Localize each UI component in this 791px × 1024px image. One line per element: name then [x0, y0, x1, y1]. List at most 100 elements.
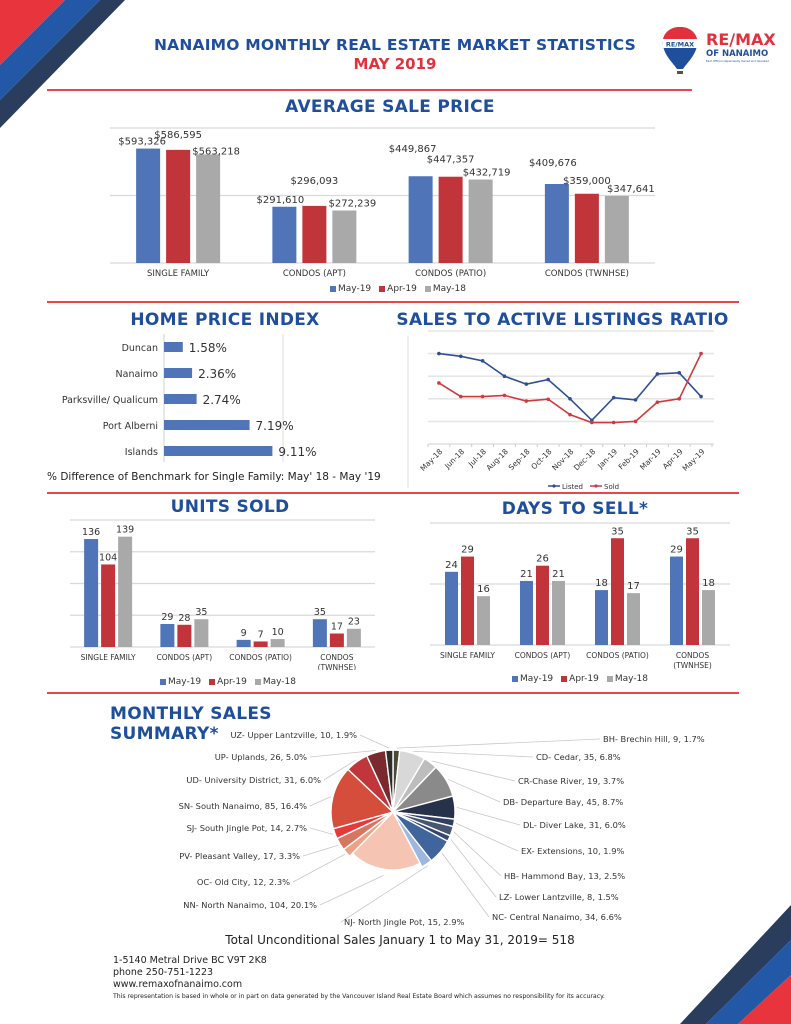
legend-item-apr19: Apr-19 [209, 677, 247, 687]
stripe-navy [0, 0, 125, 128]
category-label: CONDOS (APT) [283, 269, 346, 279]
category-label: Parksville/ Qualicum [62, 395, 158, 406]
balloon-text: RE/MAX [666, 41, 694, 49]
logo-brand: RE/MAX [706, 30, 776, 49]
bar-apr-19-1 [177, 624, 192, 647]
hot-air-balloon-logo-icon: RE/MAX RE/MAX OF NANAIMO Each Office Ind… [662, 27, 776, 74]
category-label: CONDOS (APT) [515, 651, 571, 660]
leader-line [323, 759, 356, 781]
pie-label-oc: OC- Old City, 12, 2.3% [197, 877, 290, 887]
monthly-sales-summary-chart: BH- Brechin Hill, 9, 1.7% CD- Cedar, 35, … [179, 730, 705, 927]
bar-apr-19-2 [611, 538, 624, 645]
address: 1-5140 Metral Drive BC V9T 2K8 [113, 955, 267, 966]
home-price-index-caption: % Difference of Benchmark for Single Fam… [47, 471, 381, 483]
leader-line [359, 734, 390, 749]
pie-slice-nj [392, 811, 433, 868]
data-label: 24 [445, 560, 458, 571]
data-label: $291,610 [257, 195, 305, 206]
bar-apr-19-0 [101, 564, 116, 647]
bar-parksville-qualicum [164, 394, 197, 404]
pie-label-up: UP- Uplands, 26, 5.0% [215, 752, 307, 762]
leader-line [319, 874, 384, 906]
leader-line [309, 796, 332, 807]
data-label: 23 [348, 617, 360, 628]
monthly-sales-summary-title: MONTHLY SALES SUMMARY* [110, 704, 272, 744]
point-sold [677, 397, 682, 401]
bar-may-18-1 [332, 210, 357, 263]
bar-may-18-0 [118, 536, 133, 647]
stripe-red [738, 975, 791, 1024]
divider [47, 89, 692, 91]
x-tick-label: Sep-18 [507, 447, 532, 472]
data-label: $593,326 [118, 137, 166, 148]
legend-item-may19: May-19 [160, 677, 201, 687]
data-label: 136 [82, 527, 100, 538]
bar-may-19-0 [136, 148, 161, 263]
data-label: 7.19% [256, 419, 294, 433]
pie-label-uz: UZ- Upper Lantzville, 10, 1.9% [230, 730, 357, 740]
pie-label-pv: PV- Pleasant Valley, 17, 3.3% [179, 851, 300, 861]
website-link[interactable]: www.remaxofnanaimo.com [113, 979, 243, 990]
point-sold [458, 394, 463, 399]
data-label: 9 [241, 628, 247, 639]
bar-may-19-2 [236, 639, 251, 647]
category-label: SINGLE FAMILY [147, 269, 210, 279]
category-label: SINGLE FAMILY [440, 651, 495, 660]
legend-item-may18: May-18 [424, 284, 466, 294]
point-listed [568, 397, 572, 401]
pie-slice-uz [384, 749, 394, 813]
point-sold [568, 412, 572, 417]
bar-may-19-1 [272, 206, 297, 263]
bar-may-18-2 [270, 639, 285, 647]
leader-line [302, 844, 339, 857]
category-label: CONDOS (APT) [157, 653, 213, 662]
contact-block: 1-5140 Metral Drive BC V9T 2K8 phone 250… [113, 955, 267, 991]
data-label: 28 [178, 613, 190, 624]
legend-item-may18: May-18 [254, 677, 296, 687]
point-sold [502, 393, 507, 398]
point-sold [524, 399, 529, 403]
pie-label-cr: CR-Chase River, 19, 3.7% [518, 776, 624, 786]
bar-may-19-0 [445, 571, 458, 645]
days-to-sell-title: DAYS TO SELL* [501, 499, 649, 519]
point-listed [677, 371, 682, 375]
leader-line [441, 852, 490, 918]
data-label: 10 [272, 627, 284, 638]
point-listed [611, 395, 616, 400]
stripe-blue [706, 940, 791, 1024]
pie-label-cd: CD- Cedar, 35, 6.8% [536, 752, 621, 762]
x-tick-label: Jun-18 [442, 447, 466, 471]
bar-apr-19-3 [574, 193, 599, 263]
x-tick-label: Jan-19 [595, 447, 619, 471]
bar-may-19-3 [312, 619, 327, 647]
data-label: 35 [686, 526, 699, 537]
legend-label-listed: Listed [562, 483, 583, 491]
point-sold [480, 394, 485, 399]
legend-item-may19: May-19 [512, 674, 553, 684]
data-label: $563,218 [192, 146, 240, 157]
data-label: $359,000 [563, 176, 611, 187]
bar-may-19-2 [408, 176, 433, 263]
phone: phone 250-751-1223 [113, 967, 214, 978]
bar-may-18-1 [552, 580, 565, 645]
pie-slice-nn [351, 810, 421, 871]
line-listed [438, 352, 702, 422]
legend-marker-listed [552, 484, 556, 488]
bar-duncan [164, 342, 183, 352]
bar-apr-19-3 [686, 538, 699, 645]
leader-line [456, 806, 521, 826]
leader-line [396, 738, 601, 749]
point-listed [699, 394, 703, 399]
category-label: CONDOS [320, 653, 353, 662]
legend-marker-sold [594, 484, 598, 488]
pie-label-lz: LZ- Lower Lantzville, 8, 1.5% [499, 892, 619, 902]
pie-label-db: DB- Departure Bay, 45, 8.7% [503, 797, 623, 807]
data-label: $586,595 [154, 130, 202, 141]
bar-nanaimo [164, 368, 193, 378]
leader-line [431, 760, 516, 782]
bar-may-18-3 [702, 590, 715, 645]
home-price-index-title: HOME PRICE INDEX [130, 310, 320, 330]
leader-line [455, 822, 519, 852]
leader-line [340, 865, 429, 923]
